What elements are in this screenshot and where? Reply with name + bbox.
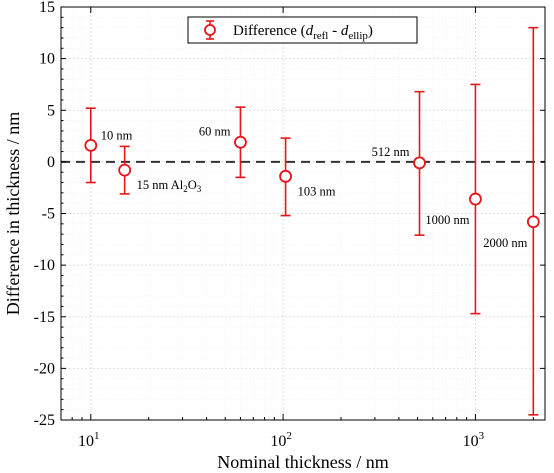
data-point [234,106,247,179]
data-point [279,137,292,217]
y-tick-label: 0 [47,154,55,171]
legend-marker [204,24,216,36]
point-label: 2000 nm [483,236,527,250]
y-tick-label: -20 [34,360,55,377]
point-label: 103 nm [298,184,336,198]
series-difference [84,26,540,416]
y-tick-label: -25 [34,412,55,429]
y-axis-label: Difference in thickness / nm [3,112,23,316]
point-label: 1000 nm [425,213,469,227]
point-labels: 10 nm 15 nm Al2O3 60 nm 103 nm 512 nm 1000 nm… [101,124,528,250]
point-marker [413,156,426,170]
y-tick-label: -5 [42,206,55,223]
legend-label: Difference (drefl - dellip) [233,23,373,42]
point-marker [234,135,247,149]
point-label: 60 nm [199,124,231,138]
data-point [84,107,98,184]
x-tick-label: 103 [463,430,485,450]
point-label: 512 nm [372,145,410,159]
point-marker [279,169,292,183]
x-tick-label: 102 [270,430,292,450]
y-tick-label: -15 [34,309,55,326]
point-marker [84,138,98,152]
data-point [526,26,540,416]
y-tick-label: -10 [34,257,55,274]
point-marker [526,215,540,229]
x-axis-label: Nominal thickness / nm [217,452,388,472]
y-tick-label: 15 [39,0,55,16]
data-point [118,145,132,195]
legend: Difference (drefl - dellip) [187,16,418,44]
point-label: 15 nm Al2O3 [137,178,202,194]
legend-box [187,16,418,44]
y-tick-label: 10 [39,51,55,68]
point-marker [469,192,482,206]
y-tick-label: 5 [47,102,55,119]
point-marker [118,163,132,177]
data-point [469,83,482,315]
grid [60,6,545,421]
x-tick-label: 101 [78,430,100,450]
data-point [413,90,426,236]
point-label: 10 nm [101,128,133,142]
ticks: -25 -20 -15 -10 -5 0 5 10 15 101 102 103 [34,0,545,450]
